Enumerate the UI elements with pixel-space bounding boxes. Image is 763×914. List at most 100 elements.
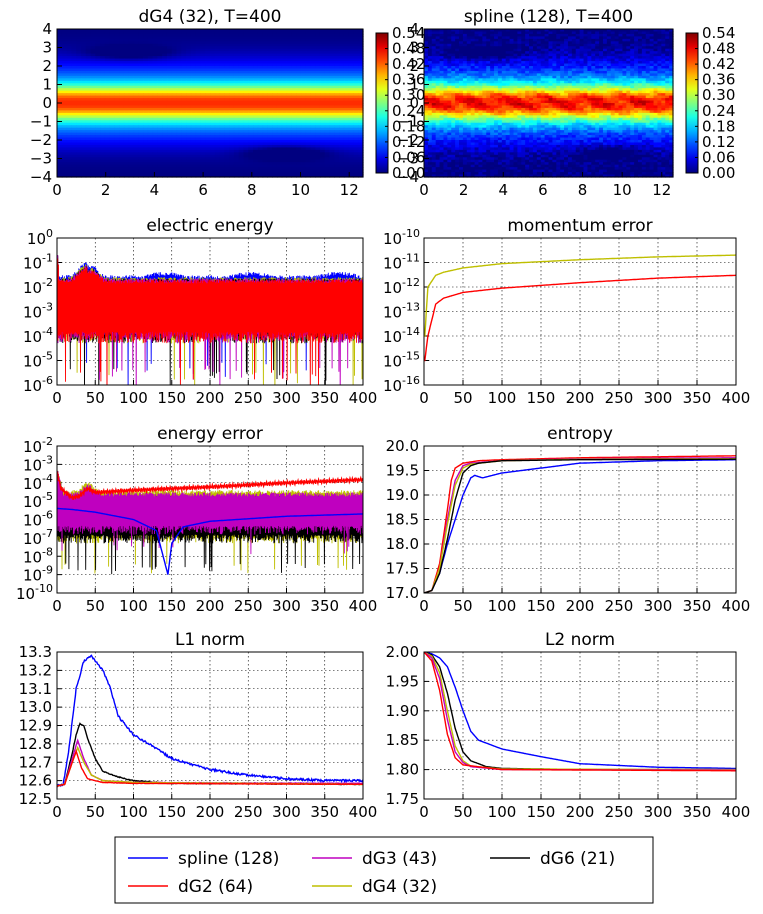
heatmap-cell xyxy=(339,80,345,84)
heatmap-cell xyxy=(552,61,557,65)
heatmap-cell xyxy=(257,103,264,107)
heatmap-cell xyxy=(296,110,302,114)
heatmap-cell xyxy=(171,115,178,119)
heatmap-cell xyxy=(267,83,273,87)
heatmap-cell xyxy=(186,169,192,173)
heatmap-cell xyxy=(166,58,173,62)
heatmap-cell xyxy=(61,174,68,178)
heatmap-cell xyxy=(310,103,316,107)
heatmap-cell xyxy=(291,110,297,114)
heatmap-cell xyxy=(95,70,101,74)
heatmap-cell xyxy=(119,174,125,178)
heatmap-cell xyxy=(595,48,600,52)
heatmap-cell xyxy=(210,33,216,37)
heatmap-cell xyxy=(443,53,448,57)
heatmap-cell xyxy=(525,48,530,52)
heatmap-cell xyxy=(176,135,182,139)
heatmap-cell xyxy=(200,85,206,89)
heatmap-cell xyxy=(162,147,168,151)
heatmap-cell xyxy=(286,147,292,151)
heatmap-cell xyxy=(358,83,364,87)
heatmap-cell xyxy=(296,164,302,168)
heatmap-cell xyxy=(224,75,230,79)
heatmap-cell xyxy=(358,144,364,148)
heatmap-cell xyxy=(152,48,159,52)
heatmap-cell xyxy=(138,70,144,74)
heatmap-cell xyxy=(348,78,355,82)
heatmap-cell xyxy=(104,130,111,134)
heatmap-cell xyxy=(243,56,249,60)
heatmap-cell xyxy=(186,157,192,161)
heatmap-cell xyxy=(319,110,326,114)
heatmap-cell xyxy=(595,46,600,50)
heatmap-cell xyxy=(657,51,662,55)
heatmap-cell xyxy=(329,142,335,146)
heatmap-cell xyxy=(119,122,125,126)
heatmap-cell xyxy=(424,29,429,33)
heatmap-cell xyxy=(532,53,538,57)
heatmap-cell xyxy=(272,51,278,55)
heatmap-cell xyxy=(291,83,297,87)
heatmap-cell xyxy=(348,48,355,52)
heatmap-cell xyxy=(544,48,550,52)
heatmap-cell xyxy=(305,107,312,111)
heatmap-cell xyxy=(138,31,144,35)
heatmap-cell xyxy=(267,169,273,173)
heatmap-cell xyxy=(525,29,530,33)
heatmap-cell xyxy=(200,159,206,163)
heatmap-cell xyxy=(238,144,245,148)
heatmap-cell xyxy=(267,142,273,146)
heatmap-cell xyxy=(319,172,326,176)
heatmap-cell xyxy=(162,132,168,136)
heatmap-cell xyxy=(205,122,211,126)
heatmap-cell xyxy=(109,132,115,136)
heatmap-cell xyxy=(248,147,254,151)
heatmap-cell xyxy=(358,58,364,62)
heatmap-cell xyxy=(567,51,573,55)
heatmap-cell xyxy=(171,29,178,33)
heatmap-cell xyxy=(358,98,364,102)
heatmap-cell xyxy=(114,61,120,65)
heatmap-cell xyxy=(556,38,561,42)
heatmap-cell xyxy=(233,70,240,74)
heatmap-cell xyxy=(431,56,437,60)
heatmap-cell xyxy=(128,70,135,74)
heatmap-cell xyxy=(267,132,273,136)
heatmap-cell xyxy=(649,56,655,60)
heatmap-cell xyxy=(329,167,335,171)
heatmap-cell xyxy=(166,117,173,121)
heatmap-cell xyxy=(123,120,130,124)
heatmap-cell xyxy=(238,41,245,45)
heatmap-cell xyxy=(490,29,495,33)
heatmap-cell xyxy=(138,157,144,161)
heatmap-cell xyxy=(147,137,154,141)
heatmap-cell xyxy=(85,38,92,42)
heatmap-cell xyxy=(296,100,302,104)
heatmap-cell xyxy=(262,36,268,40)
heatmap-cell xyxy=(109,98,115,102)
heatmap-cell xyxy=(334,58,340,62)
heatmap-cell xyxy=(257,73,264,77)
heatmap-cell xyxy=(315,53,321,57)
heatmap-cell xyxy=(462,31,468,35)
heatmap-cell xyxy=(257,162,264,166)
heatmap-cell xyxy=(305,38,312,42)
heatmap-cell xyxy=(451,31,456,35)
heatmap-cell xyxy=(513,36,518,40)
heatmap-cell xyxy=(181,43,187,47)
heatmap-cell xyxy=(540,66,546,70)
heatmap-cell xyxy=(348,36,355,40)
heatmap-cell xyxy=(109,174,115,178)
heatmap-cell xyxy=(272,80,278,84)
heatmap-cell xyxy=(310,78,316,82)
heatmap-cell xyxy=(181,120,187,124)
heatmap-cell xyxy=(276,93,283,97)
heatmap-cell xyxy=(104,78,111,82)
heatmap-cell xyxy=(286,70,292,74)
heatmap-cell xyxy=(200,48,206,52)
heatmap-cell xyxy=(300,147,307,151)
heatmap-cell xyxy=(90,43,96,47)
heatmap-cell xyxy=(334,46,340,50)
heatmap-cell xyxy=(661,43,666,47)
heatmap-cell xyxy=(618,46,624,50)
